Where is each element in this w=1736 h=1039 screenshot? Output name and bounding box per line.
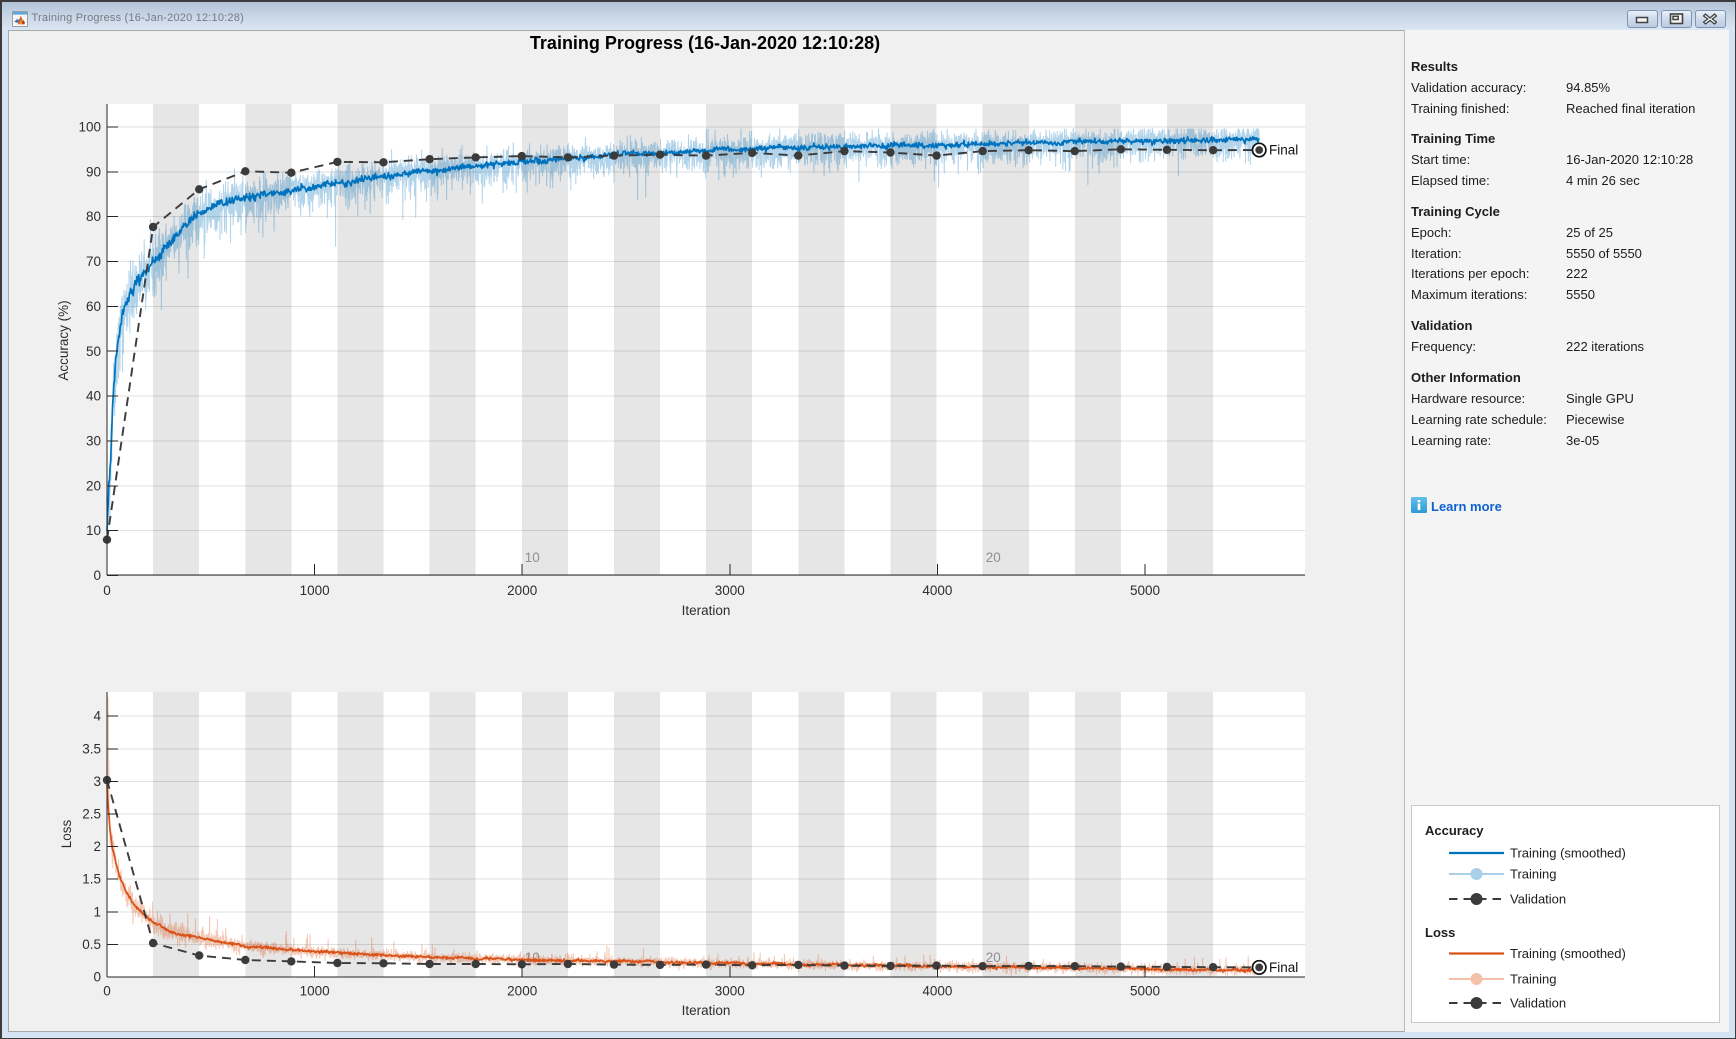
svg-text:1000: 1000	[300, 984, 330, 999]
svg-text:4000: 4000	[922, 583, 952, 598]
svg-text:Accuracy: Accuracy	[1425, 823, 1484, 838]
svg-text:Final: Final	[1269, 960, 1298, 975]
svg-text:Validation: Validation	[1510, 892, 1566, 907]
svg-text:0: 0	[103, 583, 111, 598]
svg-text:Iteration: Iteration	[682, 1003, 731, 1018]
svg-text:70: 70	[86, 254, 101, 269]
svg-text:2: 2	[93, 839, 101, 854]
svg-text:Accuracy (%): Accuracy (%)	[56, 300, 71, 380]
svg-text:0: 0	[93, 568, 101, 583]
svg-text:Training: Training	[1510, 867, 1556, 882]
svg-text:100: 100	[78, 119, 101, 134]
svg-text:0: 0	[93, 970, 101, 985]
svg-text:40: 40	[86, 389, 101, 404]
svg-text:3000: 3000	[715, 984, 745, 999]
svg-text:5000: 5000	[1130, 984, 1160, 999]
svg-text:2.5: 2.5	[82, 807, 101, 822]
svg-text:20: 20	[986, 550, 1001, 565]
svg-text:Final: Final	[1269, 143, 1298, 158]
svg-text:Training (smoothed): Training (smoothed)	[1510, 846, 1626, 861]
svg-text:Training (smoothed): Training (smoothed)	[1510, 946, 1626, 961]
svg-text:5000: 5000	[1130, 583, 1160, 598]
svg-text:0: 0	[103, 984, 111, 999]
svg-text:3: 3	[93, 774, 101, 789]
svg-text:Iteration: Iteration	[682, 603, 731, 618]
svg-text:1.5: 1.5	[82, 872, 101, 887]
svg-text:0.5: 0.5	[82, 937, 101, 952]
svg-text:90: 90	[86, 164, 101, 179]
svg-text:3.5: 3.5	[82, 741, 101, 756]
svg-text:2000: 2000	[507, 583, 537, 598]
svg-text:30: 30	[86, 434, 101, 449]
svg-text:Loss: Loss	[1425, 925, 1455, 940]
svg-text:2000: 2000	[507, 984, 537, 999]
svg-text:10: 10	[525, 950, 540, 965]
svg-text:10: 10	[86, 523, 101, 538]
svg-text:20: 20	[86, 478, 101, 493]
svg-text:Validation: Validation	[1510, 996, 1566, 1011]
svg-text:20: 20	[986, 950, 1001, 965]
svg-text:4000: 4000	[922, 984, 952, 999]
svg-text:80: 80	[86, 209, 101, 224]
svg-text:1: 1	[93, 904, 101, 919]
svg-text:50: 50	[86, 344, 101, 359]
svg-text:Loss: Loss	[59, 819, 74, 848]
svg-text:10: 10	[525, 550, 540, 565]
svg-text:4: 4	[93, 709, 101, 724]
svg-text:1000: 1000	[300, 583, 330, 598]
svg-text:3000: 3000	[715, 583, 745, 598]
svg-text:60: 60	[86, 299, 101, 314]
svg-text:Training: Training	[1510, 972, 1556, 987]
